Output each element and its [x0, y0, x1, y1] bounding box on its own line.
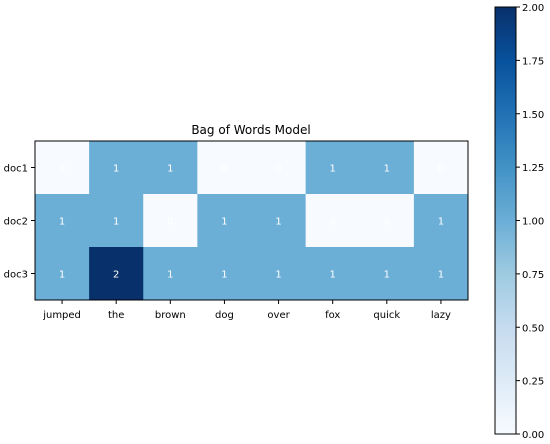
cell-value-label: 1 — [275, 217, 281, 228]
heatmap-cell — [305, 194, 361, 248]
x-tick-label: quick — [373, 310, 400, 321]
heatmap-cell — [197, 141, 252, 195]
y-tick-label: doc3 — [4, 270, 28, 281]
y-axis: doc1 doc2 doc3 — [4, 164, 35, 281]
x-tick-label: lazy — [431, 310, 451, 321]
cell-value-label: 0 — [384, 217, 390, 228]
heatmap-cell — [413, 247, 469, 301]
colorbar-tick-label: 1.50 — [522, 110, 544, 121]
colorbar-tick-label: 0.25 — [522, 377, 544, 388]
x-tick-label: fox — [325, 310, 340, 321]
cell-value-label: 1 — [167, 270, 173, 281]
heatmap-cells: 0 1 1 0 0 1 1 0 1 1 0 1 1 0 0 1 1 2 1 1 1 1 1 1 — [35, 141, 469, 301]
heatmap-cell — [359, 194, 415, 248]
chart-title: Bag of Words Model — [191, 123, 310, 137]
cell-value-label: 1 — [384, 270, 390, 281]
heatmap-cell — [305, 141, 361, 195]
cell-value-label: 0 — [167, 217, 173, 228]
cell-value-label: 1 — [113, 164, 119, 175]
cell-value-label: 1 — [59, 217, 65, 228]
cell-value-label: 1 — [438, 270, 444, 281]
colorbar-tick-label: 0.00 — [522, 430, 544, 441]
heatmap-cell — [89, 247, 144, 301]
cell-value-label: 1 — [330, 270, 336, 281]
y-tick-label: doc1 — [4, 164, 28, 175]
y-tick-label: doc2 — [4, 217, 28, 228]
cell-value-label: 0 — [438, 164, 444, 175]
cell-value-label: 1 — [221, 270, 227, 281]
cell-value-label: 1 — [330, 164, 336, 175]
x-tick-label: jumped — [42, 310, 81, 321]
heatmap-cell — [359, 247, 415, 301]
cell-value-label: 1 — [384, 164, 390, 175]
x-tick-label: dog — [215, 310, 234, 321]
heatmap-cell — [35, 194, 90, 248]
heatmap-cell — [359, 141, 415, 195]
heatmap-cell — [251, 194, 307, 248]
x-tick-label: brown — [155, 310, 186, 321]
heatmap-cell — [251, 141, 307, 195]
x-axis: jumped the brown dog over fox quick lazy — [42, 300, 451, 321]
cell-value-label: 1 — [59, 270, 65, 281]
heatmap-cell — [143, 247, 198, 301]
cell-value-label: 2 — [113, 270, 119, 281]
heatmap-cell — [251, 247, 307, 301]
heatmap-cell — [413, 194, 469, 248]
cell-value-label: 0 — [330, 217, 336, 228]
heatmap-cell — [89, 141, 144, 195]
heatmap-cell — [197, 247, 252, 301]
x-tick-label: the — [108, 310, 124, 321]
colorbar — [494, 6, 517, 435]
colorbar-tick-label: 1.75 — [522, 56, 544, 67]
cell-value-label: 1 — [221, 217, 227, 228]
colorbar-tick-label: 0.50 — [522, 323, 544, 334]
cell-value-label: 0 — [275, 164, 281, 175]
colorbar-tick-label: 0.75 — [522, 270, 544, 281]
colorbar-tick-label: 2.00 — [522, 3, 544, 14]
cell-value-label: 1 — [275, 270, 281, 281]
cell-value-label: 0 — [221, 164, 227, 175]
colorbar-tick-label: 1.25 — [522, 163, 544, 174]
heatmap-cell — [89, 194, 144, 248]
heatmap-cell — [35, 141, 90, 195]
cell-value-label: 1 — [167, 164, 173, 175]
heatmap-cell — [197, 194, 252, 248]
heatmap-cell — [143, 141, 198, 195]
colorbar-tick-label: 1.00 — [522, 217, 544, 228]
cell-value-label: 0 — [59, 164, 65, 175]
heatmap-cell — [413, 141, 469, 195]
heatmap-cell — [143, 194, 198, 248]
heatmap-cell — [35, 247, 90, 301]
colorbar-axis: 0.00 0.25 0.50 0.75 1.00 1.25 1.50 1.75 2.00 — [516, 3, 544, 441]
cell-value-label: 1 — [438, 217, 444, 228]
heatmap-cell — [305, 247, 361, 301]
x-tick-label: over — [267, 310, 290, 321]
cell-value-label: 1 — [113, 217, 119, 228]
